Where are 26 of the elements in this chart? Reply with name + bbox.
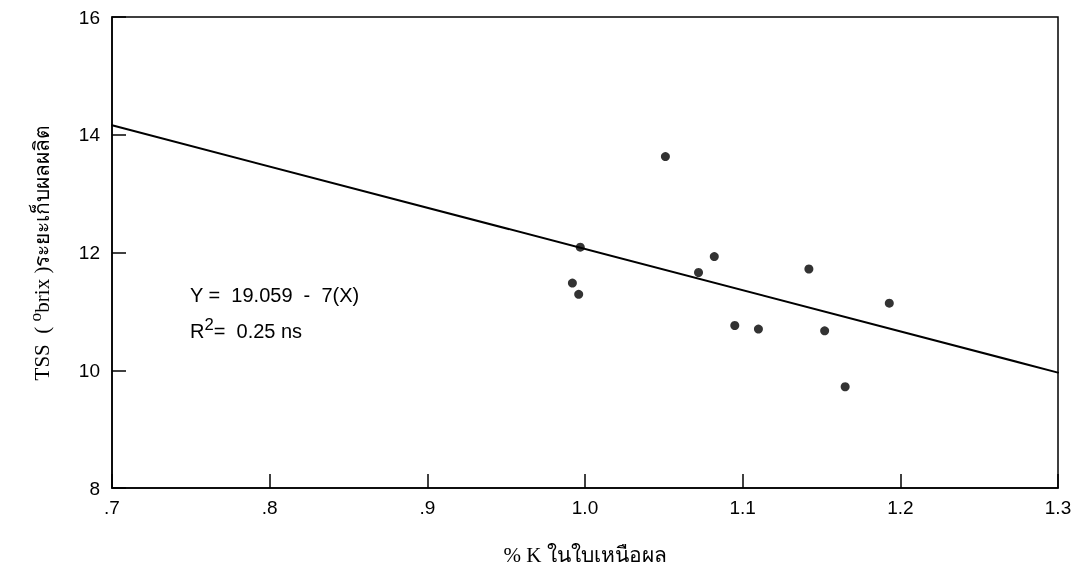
- y-tick-label: 16: [78, 6, 100, 28]
- point: [567, 278, 577, 288]
- point: [574, 289, 584, 299]
- annotation: Y = 19.059 - 7(X): [190, 283, 360, 307]
- x-tick-label: .7: [104, 497, 120, 518]
- x-tick-label: .8: [261, 497, 278, 518]
- point: [730, 321, 740, 330]
- x-tick-label: 1.2: [887, 497, 914, 518]
- x-axis-title: % K ในใบเหนือผล: [503, 542, 667, 569]
- point: [660, 152, 670, 162]
- x-tick-label: 1.3: [1044, 497, 1072, 518]
- point: [820, 326, 830, 336]
- point: [694, 268, 704, 278]
- point: [884, 298, 894, 308]
- annotation: R$^{2}$= 0.25 ns: [190, 314, 303, 343]
- x-tick-label: 1.0: [571, 497, 599, 518]
- point: [840, 382, 850, 392]
- y-tick-label: 10: [78, 359, 100, 381]
- y-tick-label: 8: [89, 477, 100, 499]
- y-tick-label: 12: [78, 242, 100, 263]
- x-tick-label: .9: [419, 497, 436, 518]
- x-tick-label: 1.1: [729, 497, 756, 518]
- point: [709, 252, 719, 262]
- point: [804, 264, 814, 274]
- y-tick-label: 14: [78, 124, 101, 146]
- point: [753, 324, 763, 334]
